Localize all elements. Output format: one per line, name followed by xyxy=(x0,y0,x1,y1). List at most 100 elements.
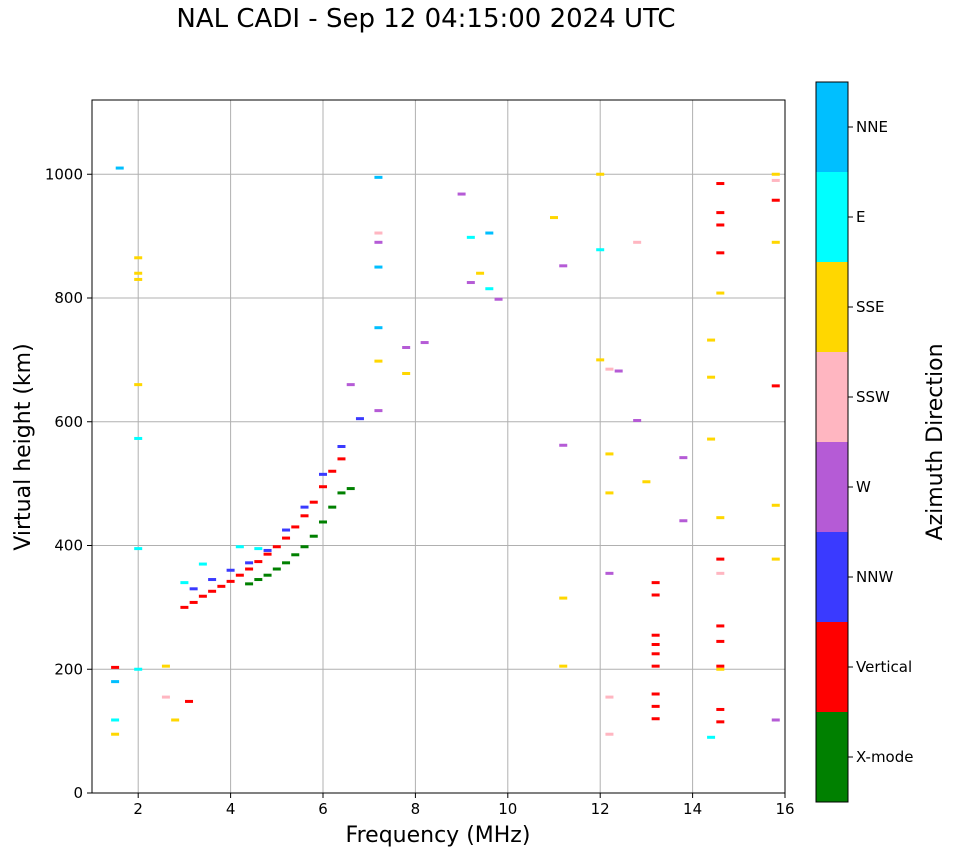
echo-point xyxy=(111,732,120,736)
echo-point xyxy=(198,594,207,598)
echo-point xyxy=(272,567,281,571)
echo-point xyxy=(716,624,725,628)
echo-point xyxy=(134,667,143,671)
colorbar-tick-label: X-mode xyxy=(856,748,913,766)
echo-point xyxy=(355,417,364,421)
echo-point xyxy=(679,519,688,523)
colorbar-tick-label: NNW xyxy=(856,568,893,586)
echo-point xyxy=(189,600,198,604)
echo-point xyxy=(707,375,716,379)
colorbar-segment xyxy=(816,352,848,442)
colorbar-frame xyxy=(815,81,849,803)
echo-point xyxy=(245,561,254,565)
colorbar: X-mode Vertical NNW W SSW SSE E NNE xyxy=(815,81,913,803)
echo-point xyxy=(596,172,605,176)
x-tick-label: 14 xyxy=(683,800,702,818)
echo-point xyxy=(420,341,429,345)
echo-point xyxy=(605,367,614,371)
echo-point xyxy=(605,452,614,456)
echo-point xyxy=(716,720,725,724)
echo-point xyxy=(716,639,725,643)
echo-point xyxy=(374,409,383,413)
echo-point xyxy=(226,579,235,583)
echo-point xyxy=(707,437,716,441)
x-tick-label: 16 xyxy=(775,800,794,818)
echo-point xyxy=(494,297,503,301)
y-tick-label: 600 xyxy=(54,413,83,431)
echo-point xyxy=(161,664,170,668)
echo-point xyxy=(716,516,725,520)
echo-point xyxy=(198,562,207,566)
echo-point xyxy=(651,717,660,721)
echo-point xyxy=(559,596,568,600)
colorbar-tick-label: Vertical xyxy=(856,658,912,676)
echo-point xyxy=(254,547,263,551)
colorbar-segment xyxy=(816,712,848,802)
echo-point xyxy=(319,472,327,476)
echo-point xyxy=(263,573,272,577)
echo-point xyxy=(328,505,337,509)
echo-point xyxy=(651,633,660,637)
colorbar-segment xyxy=(816,532,848,622)
x-tick-label: 2 xyxy=(133,800,143,818)
echo-point xyxy=(651,652,660,656)
echo-point xyxy=(633,240,642,244)
echo-point xyxy=(466,235,475,239)
echo-point xyxy=(559,264,568,268)
chart-title: NAL CADI - Sep 12 04:15:00 2024 UTC xyxy=(176,4,676,34)
echo-point xyxy=(716,664,725,668)
y-axis-label: Virtual height (km) xyxy=(11,343,36,550)
colorbar-tick-label: E xyxy=(856,208,865,226)
echo-point xyxy=(134,277,143,281)
echo-point xyxy=(466,281,475,285)
echo-point xyxy=(374,240,383,244)
plot-frame xyxy=(91,99,786,794)
colorbar-segment xyxy=(816,622,848,712)
marks-layer xyxy=(111,166,780,739)
echo-point xyxy=(189,587,198,591)
echo-point xyxy=(282,528,291,532)
echo-point xyxy=(134,383,143,387)
echo-point xyxy=(134,547,143,551)
y-tick-label: 200 xyxy=(54,660,83,678)
echo-point xyxy=(254,560,263,564)
colorbar-segment xyxy=(816,172,848,262)
y-tick-label: 1000 xyxy=(45,165,83,183)
echo-point xyxy=(337,491,346,495)
echo-point xyxy=(716,291,725,295)
echo-point xyxy=(651,581,660,585)
echo-point xyxy=(485,231,494,235)
echo-point xyxy=(771,198,780,202)
echo-point xyxy=(300,514,309,518)
colorbar-segment xyxy=(816,442,848,532)
echo-point xyxy=(180,605,189,609)
echo-point xyxy=(300,505,309,509)
echo-point xyxy=(651,692,660,696)
echo-point xyxy=(282,536,291,540)
echo-point xyxy=(374,265,383,269)
echo-point xyxy=(346,383,355,387)
echo-point xyxy=(374,231,383,235)
grid-layer xyxy=(92,100,786,794)
y-tick-label: 0 xyxy=(73,784,83,802)
echo-point xyxy=(771,178,780,182)
colorbar-segment xyxy=(816,82,848,172)
x-tick-label: 6 xyxy=(318,800,328,818)
echo-point xyxy=(161,695,170,699)
ticks-layer: 2 4 6 8 10 12 14 16 0 200 400 600 800 1000 xyxy=(45,165,795,818)
x-tick-label: 8 xyxy=(411,800,421,818)
echo-point xyxy=(559,443,568,447)
echo-point xyxy=(651,593,660,597)
colorbar-tick-label: NNE xyxy=(856,118,888,136)
echo-point xyxy=(309,534,318,538)
echo-point xyxy=(235,545,244,549)
echo-point xyxy=(651,664,660,668)
echo-point xyxy=(771,240,780,244)
echo-point xyxy=(226,568,235,572)
echo-point xyxy=(605,732,614,736)
echo-point xyxy=(111,718,120,722)
echo-point xyxy=(707,735,716,739)
echo-point xyxy=(716,251,725,255)
echo-point xyxy=(180,581,189,585)
echo-point xyxy=(374,175,383,179)
